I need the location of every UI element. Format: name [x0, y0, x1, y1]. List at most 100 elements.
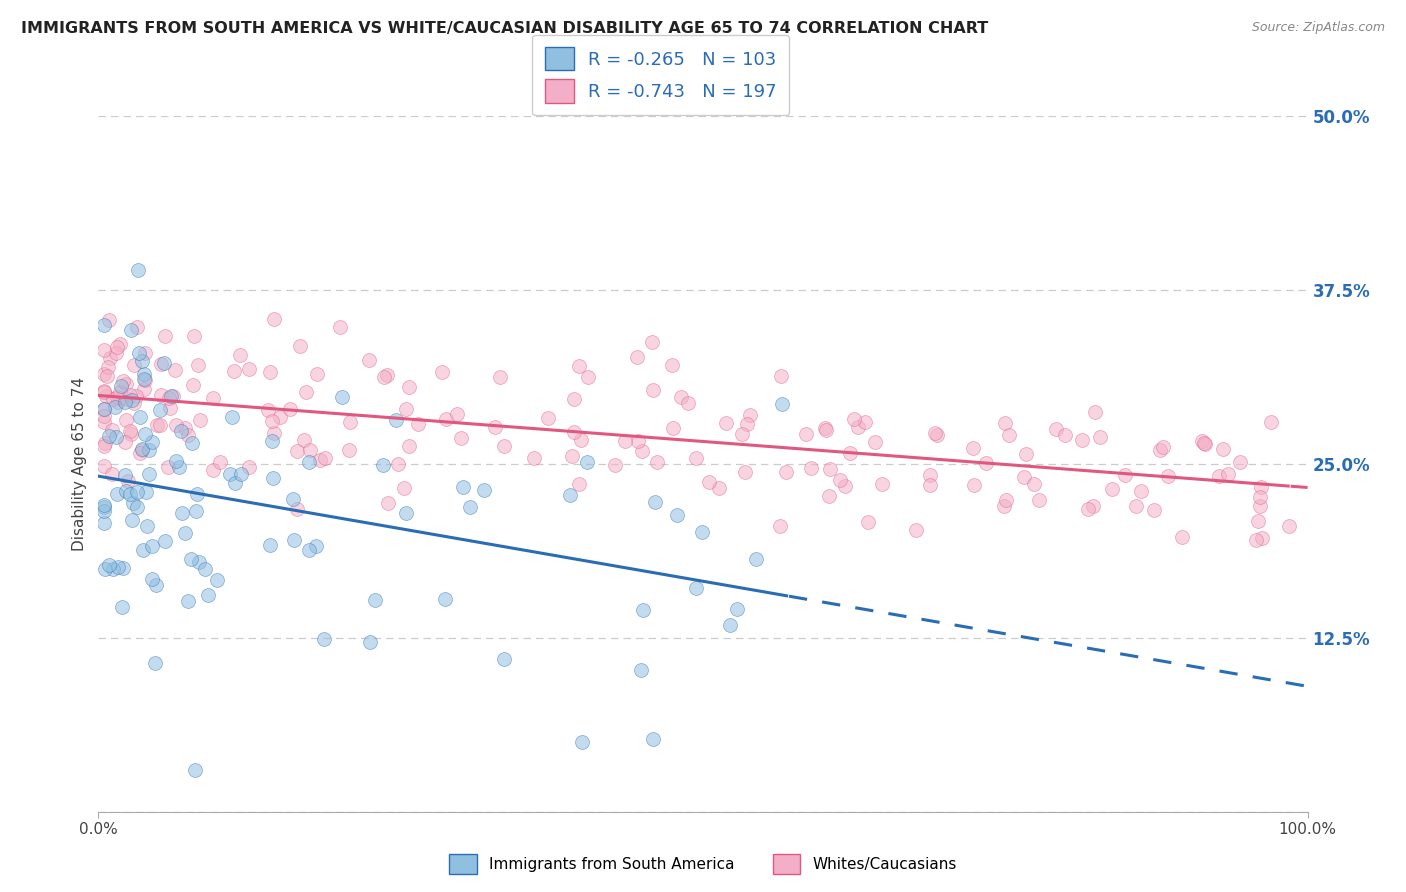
Point [149, 418, 172, 433]
Point [104, 430, 127, 444]
Point [745, 551, 768, 566]
Point [176, 428, 198, 442]
Point [307, 367, 329, 381]
Point [842, 411, 865, 425]
Point [1191, 434, 1213, 448]
Point [125, 389, 148, 403]
Point [134, 485, 156, 500]
Point [814, 423, 837, 437]
Point [288, 339, 311, 353]
Point [669, 390, 692, 404]
Point [93, 384, 115, 398]
Point [644, 495, 666, 509]
Point [141, 435, 163, 450]
Point [93, 402, 115, 417]
Point [769, 519, 792, 533]
Point [446, 407, 468, 421]
Point [430, 365, 453, 379]
Point [697, 475, 720, 490]
Point [94, 561, 117, 575]
Point [112, 561, 135, 575]
Point [118, 388, 141, 402]
Point [314, 450, 336, 465]
Point [661, 358, 683, 372]
Point [201, 463, 224, 477]
Point [141, 540, 163, 554]
Point [127, 500, 149, 515]
Point [1028, 493, 1050, 508]
Point [740, 409, 762, 423]
Point [188, 413, 211, 427]
Point [121, 393, 143, 408]
Point [104, 401, 127, 415]
Point [603, 458, 626, 472]
Point [904, 523, 927, 537]
Point [97, 359, 120, 374]
Point [1149, 442, 1171, 457]
Point [631, 602, 654, 616]
Point [208, 455, 231, 469]
Point [718, 618, 741, 632]
Point [93, 439, 115, 453]
Point [1054, 427, 1077, 442]
Point [1143, 503, 1166, 517]
Point [1152, 440, 1174, 454]
Point [101, 562, 124, 576]
Point [395, 401, 418, 416]
Point [458, 500, 481, 514]
Point [735, 417, 758, 432]
Point [107, 487, 129, 501]
Point [93, 500, 115, 515]
Point [576, 369, 599, 384]
Point [201, 392, 224, 406]
Point [122, 396, 145, 410]
Point [472, 483, 495, 498]
Point [339, 415, 361, 429]
Point [451, 480, 474, 494]
Point [665, 508, 688, 523]
Point [685, 582, 707, 596]
Point [157, 460, 180, 475]
Point [1246, 533, 1268, 548]
Legend: R = -0.265   N = 103, R = -0.743   N = 197: R = -0.265 N = 103, R = -0.743 N = 197 [531, 35, 789, 115]
Point [93, 416, 115, 430]
Point [93, 385, 115, 400]
Point [180, 552, 202, 566]
Point [434, 411, 457, 425]
Point [800, 461, 823, 475]
Point [1170, 530, 1192, 544]
Point [107, 395, 129, 409]
Point [918, 467, 941, 482]
Point [794, 426, 817, 441]
Point [294, 384, 316, 399]
Point [828, 473, 851, 487]
Point [1194, 435, 1216, 450]
Point [183, 329, 205, 343]
Point [115, 392, 138, 407]
Point [238, 460, 260, 475]
Point [630, 663, 652, 677]
Point [173, 420, 195, 434]
Point [122, 496, 145, 510]
Point [1229, 455, 1251, 469]
Point [1260, 415, 1282, 429]
Point [132, 382, 155, 396]
Point [1249, 499, 1271, 513]
Point [138, 442, 160, 457]
Point [395, 506, 418, 520]
Point [186, 486, 208, 500]
Point [434, 592, 457, 607]
Point [734, 466, 756, 480]
Point [377, 496, 399, 510]
Point [357, 352, 380, 367]
Point [197, 588, 219, 602]
Point [93, 318, 115, 332]
Point [963, 478, 986, 492]
Point [398, 439, 420, 453]
Point [257, 403, 280, 417]
Point [492, 439, 515, 453]
Point [170, 506, 193, 520]
Point [309, 453, 332, 467]
Point [838, 445, 860, 459]
Point [392, 481, 415, 495]
